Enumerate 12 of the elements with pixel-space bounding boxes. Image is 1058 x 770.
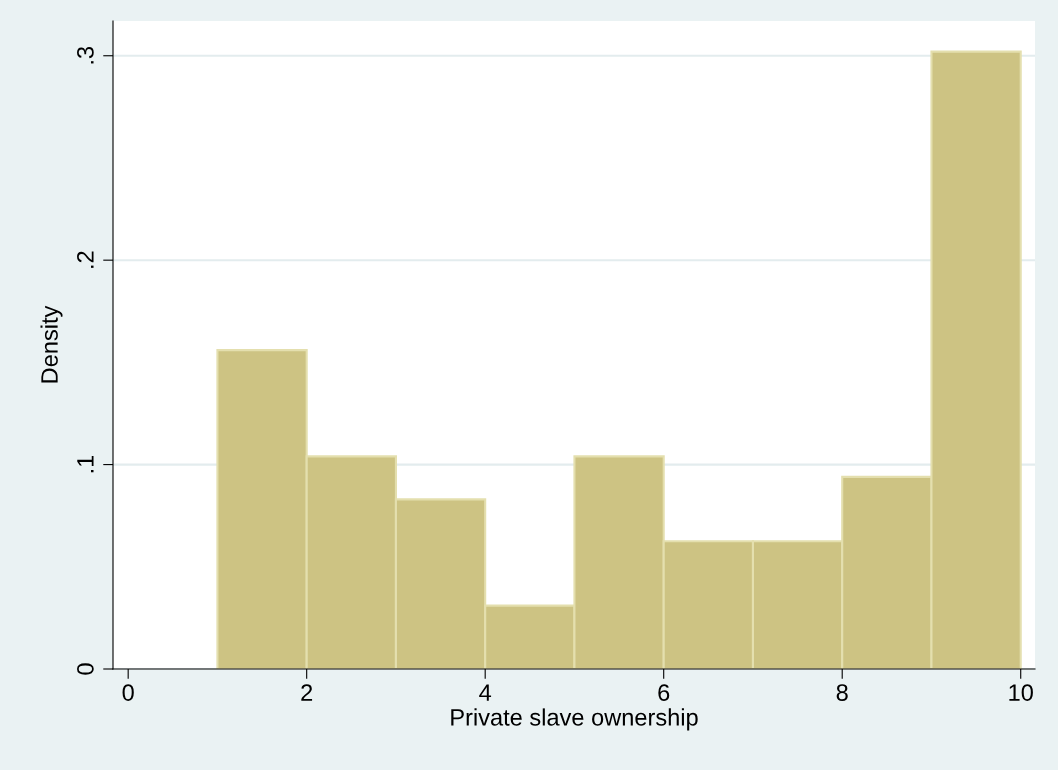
y-tick-label: 0 [77,663,94,675]
x-axis-title: Private slave ownership [451,708,698,731]
y-tick-label: .1 [77,455,94,473]
x-tick-label: 0 [122,684,134,701]
x-tick-label: 4 [479,684,492,701]
x-tick-label: 6 [658,684,670,701]
x-tick-label: 2 [301,684,313,701]
y-tick-label: .2 [77,251,94,268]
y-axis-title: Density [40,305,63,383]
x-tick-label: 10 [1009,684,1033,701]
x-tick-label: 8 [836,684,848,701]
y-tick-label: .3 [77,46,94,64]
